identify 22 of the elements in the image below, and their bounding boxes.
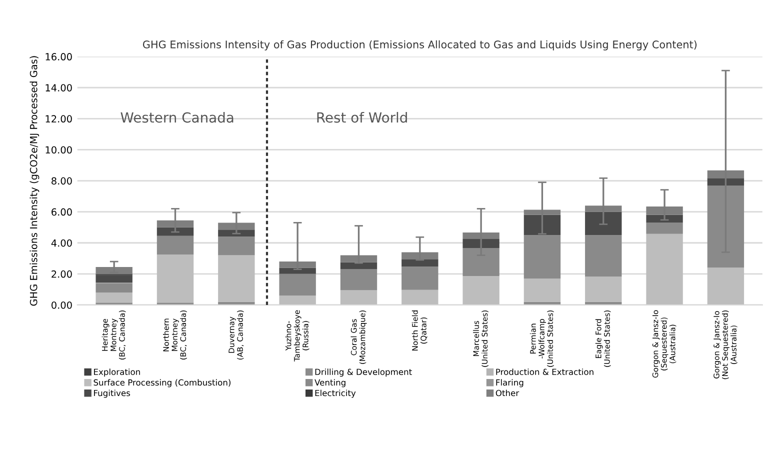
legend-label: Flaring	[496, 379, 524, 388]
legend-label: Fugitives	[94, 390, 130, 398]
y-tick-label: 8.00	[52, 177, 72, 185]
y-axis-title: GHG Emissions Intensity (gCO2e/MJ Processed Gas)	[30, 56, 40, 306]
y-tick-label: 6.00	[52, 208, 72, 216]
y-tick-label: 16.00	[46, 53, 72, 60]
legend-label: Exploration	[94, 368, 140, 377]
y-tick-label: 4.00	[51, 239, 72, 247]
chart-title: GHG Emissions Intensity of Gas Production (Emissions Allocated to Gas and Liquids Using Energy Content)	[142, 40, 697, 50]
legend-label: Electricity	[315, 390, 356, 398]
y-tick-label: 0.00	[52, 301, 72, 309]
legend-label: Production & Extraction	[496, 368, 594, 376]
legend-label: Venting	[314, 379, 346, 388]
legend-label: Surface Processing (Combustion)	[94, 379, 230, 388]
y-tick-label: 12.00	[46, 115, 72, 123]
annotation: Rest of World	[317, 112, 407, 123]
y-tick-label: 2.00	[52, 270, 72, 278]
y-tick-label: 14.00	[46, 84, 72, 92]
legend-label: Other	[496, 390, 520, 396]
legend-label: Drilling & Development	[315, 368, 412, 377]
y-tick-label: 10.00	[46, 146, 72, 154]
annotation: Western Canada	[120, 112, 234, 123]
